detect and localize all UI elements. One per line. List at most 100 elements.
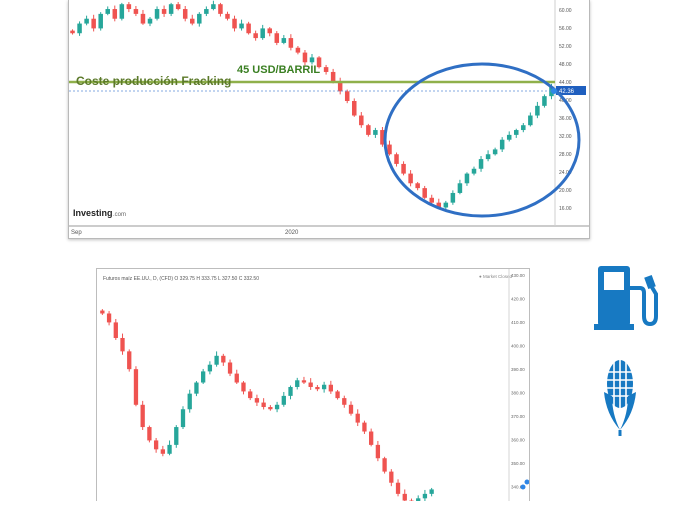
investing-logo: Investing: [73, 208, 113, 218]
corn-chart-panel: Futuros maíz EE.UU., D, (CFD) O 329.75 H…: [96, 268, 530, 501]
candle-body: [120, 338, 124, 351]
fracking-price-label: 45 USD/BARRIL: [237, 64, 320, 76]
candle-body: [148, 19, 153, 24]
candle-body: [329, 385, 333, 392]
candle-body: [331, 72, 336, 82]
y-tick-label: 56.00: [559, 26, 572, 32]
candle-body: [91, 19, 96, 29]
candle-body: [162, 9, 167, 14]
candle-body: [235, 374, 239, 383]
candle-body: [167, 445, 171, 454]
candle-body: [289, 38, 294, 48]
candle-body: [134, 369, 138, 405]
candle-body: [458, 183, 463, 193]
y-tick-label: 360.00: [511, 438, 525, 443]
candle-body: [255, 398, 259, 402]
candle-body: [155, 9, 160, 19]
y-tick-label: 20.00: [559, 188, 572, 194]
candle-body: [127, 351, 131, 369]
y-tick-label: 390.00: [511, 367, 525, 372]
candle-body: [507, 135, 512, 140]
y-tick-label: 60.00: [559, 8, 572, 14]
y-tick-label: 430.00: [511, 273, 525, 278]
candle-body: [120, 4, 125, 19]
candle-body: [114, 322, 118, 338]
candle-body: [429, 489, 433, 493]
candle-body: [275, 33, 280, 43]
candle-body: [282, 396, 286, 405]
candle-body: [260, 28, 265, 38]
candle-body: [429, 198, 434, 203]
candle-body: [84, 19, 89, 24]
candle-body: [188, 394, 192, 410]
candle-body: [141, 14, 146, 24]
candle-body: [211, 4, 216, 9]
candle-body: [232, 19, 237, 29]
candle-body: [288, 387, 292, 396]
candle-body: [382, 458, 386, 471]
candle-body: [422, 188, 427, 198]
candle-body: [296, 48, 301, 53]
candle-body: [100, 311, 104, 314]
fuel-pump-icon: [592, 262, 662, 334]
candle-body: [174, 427, 178, 445]
candle-body: [241, 383, 245, 392]
price-marker-dot: [525, 480, 530, 485]
candle-body: [479, 159, 484, 169]
candle-body: [246, 24, 251, 34]
candle-body: [225, 14, 230, 19]
candle-body: [154, 440, 158, 449]
candle-body: [295, 380, 299, 387]
candle-body: [169, 4, 174, 14]
oil-candlestick-chart: 60.0056.0052.0048.0044.0040.0036.0032.00…: [69, 0, 589, 238]
candle-body: [309, 383, 313, 387]
candle-body: [528, 116, 533, 126]
candle-body: [268, 407, 272, 409]
candle-body: [359, 116, 364, 126]
candle-body: [342, 398, 346, 405]
x-tick-label: Sep: [71, 230, 82, 236]
candle-body: [208, 365, 212, 372]
candle-body: [389, 472, 393, 483]
candle-body: [335, 391, 339, 398]
x-tick-label: 2020: [285, 230, 299, 236]
candle-body: [253, 33, 258, 38]
candle-body: [415, 183, 420, 188]
last-price-marker: [551, 88, 557, 94]
candle-body: [366, 125, 371, 135]
candle-body: [451, 193, 456, 203]
candle-body: [134, 9, 139, 14]
candle-body: [423, 494, 427, 498]
candle-body: [239, 24, 244, 29]
candle-body: [197, 14, 202, 24]
candle-body: [349, 405, 353, 414]
candle-body: [228, 362, 232, 373]
candle-body: [161, 449, 165, 453]
y-tick-label: 420.00: [511, 297, 525, 302]
candle-body: [324, 67, 329, 72]
y-tick-label: 380.00: [511, 391, 525, 396]
candle-body: [376, 445, 380, 458]
market-status: ● Market Closed: [479, 274, 512, 279]
candle-body: [261, 403, 265, 407]
candle-body: [194, 383, 198, 394]
fracking-cost-label: Coste producción Fracking: [76, 74, 231, 88]
candle-body: [542, 96, 547, 106]
candle-body: [267, 28, 272, 33]
y-tick-label: 410.00: [511, 320, 525, 325]
candle-body: [141, 405, 145, 427]
candle-body: [345, 91, 350, 101]
candle-body: [369, 432, 373, 445]
highlight-ellipse: [385, 64, 579, 216]
candle-body: [493, 149, 498, 154]
candle-body: [373, 130, 378, 135]
candle-body: [214, 356, 218, 365]
candle-body: [248, 391, 252, 398]
y-tick-label: 32.00: [559, 134, 572, 140]
candle-body: [465, 174, 470, 184]
candle-body: [107, 313, 111, 322]
y-tick-label: 28.00: [559, 152, 572, 158]
candle-body: [500, 140, 505, 150]
candle-body: [183, 9, 188, 19]
